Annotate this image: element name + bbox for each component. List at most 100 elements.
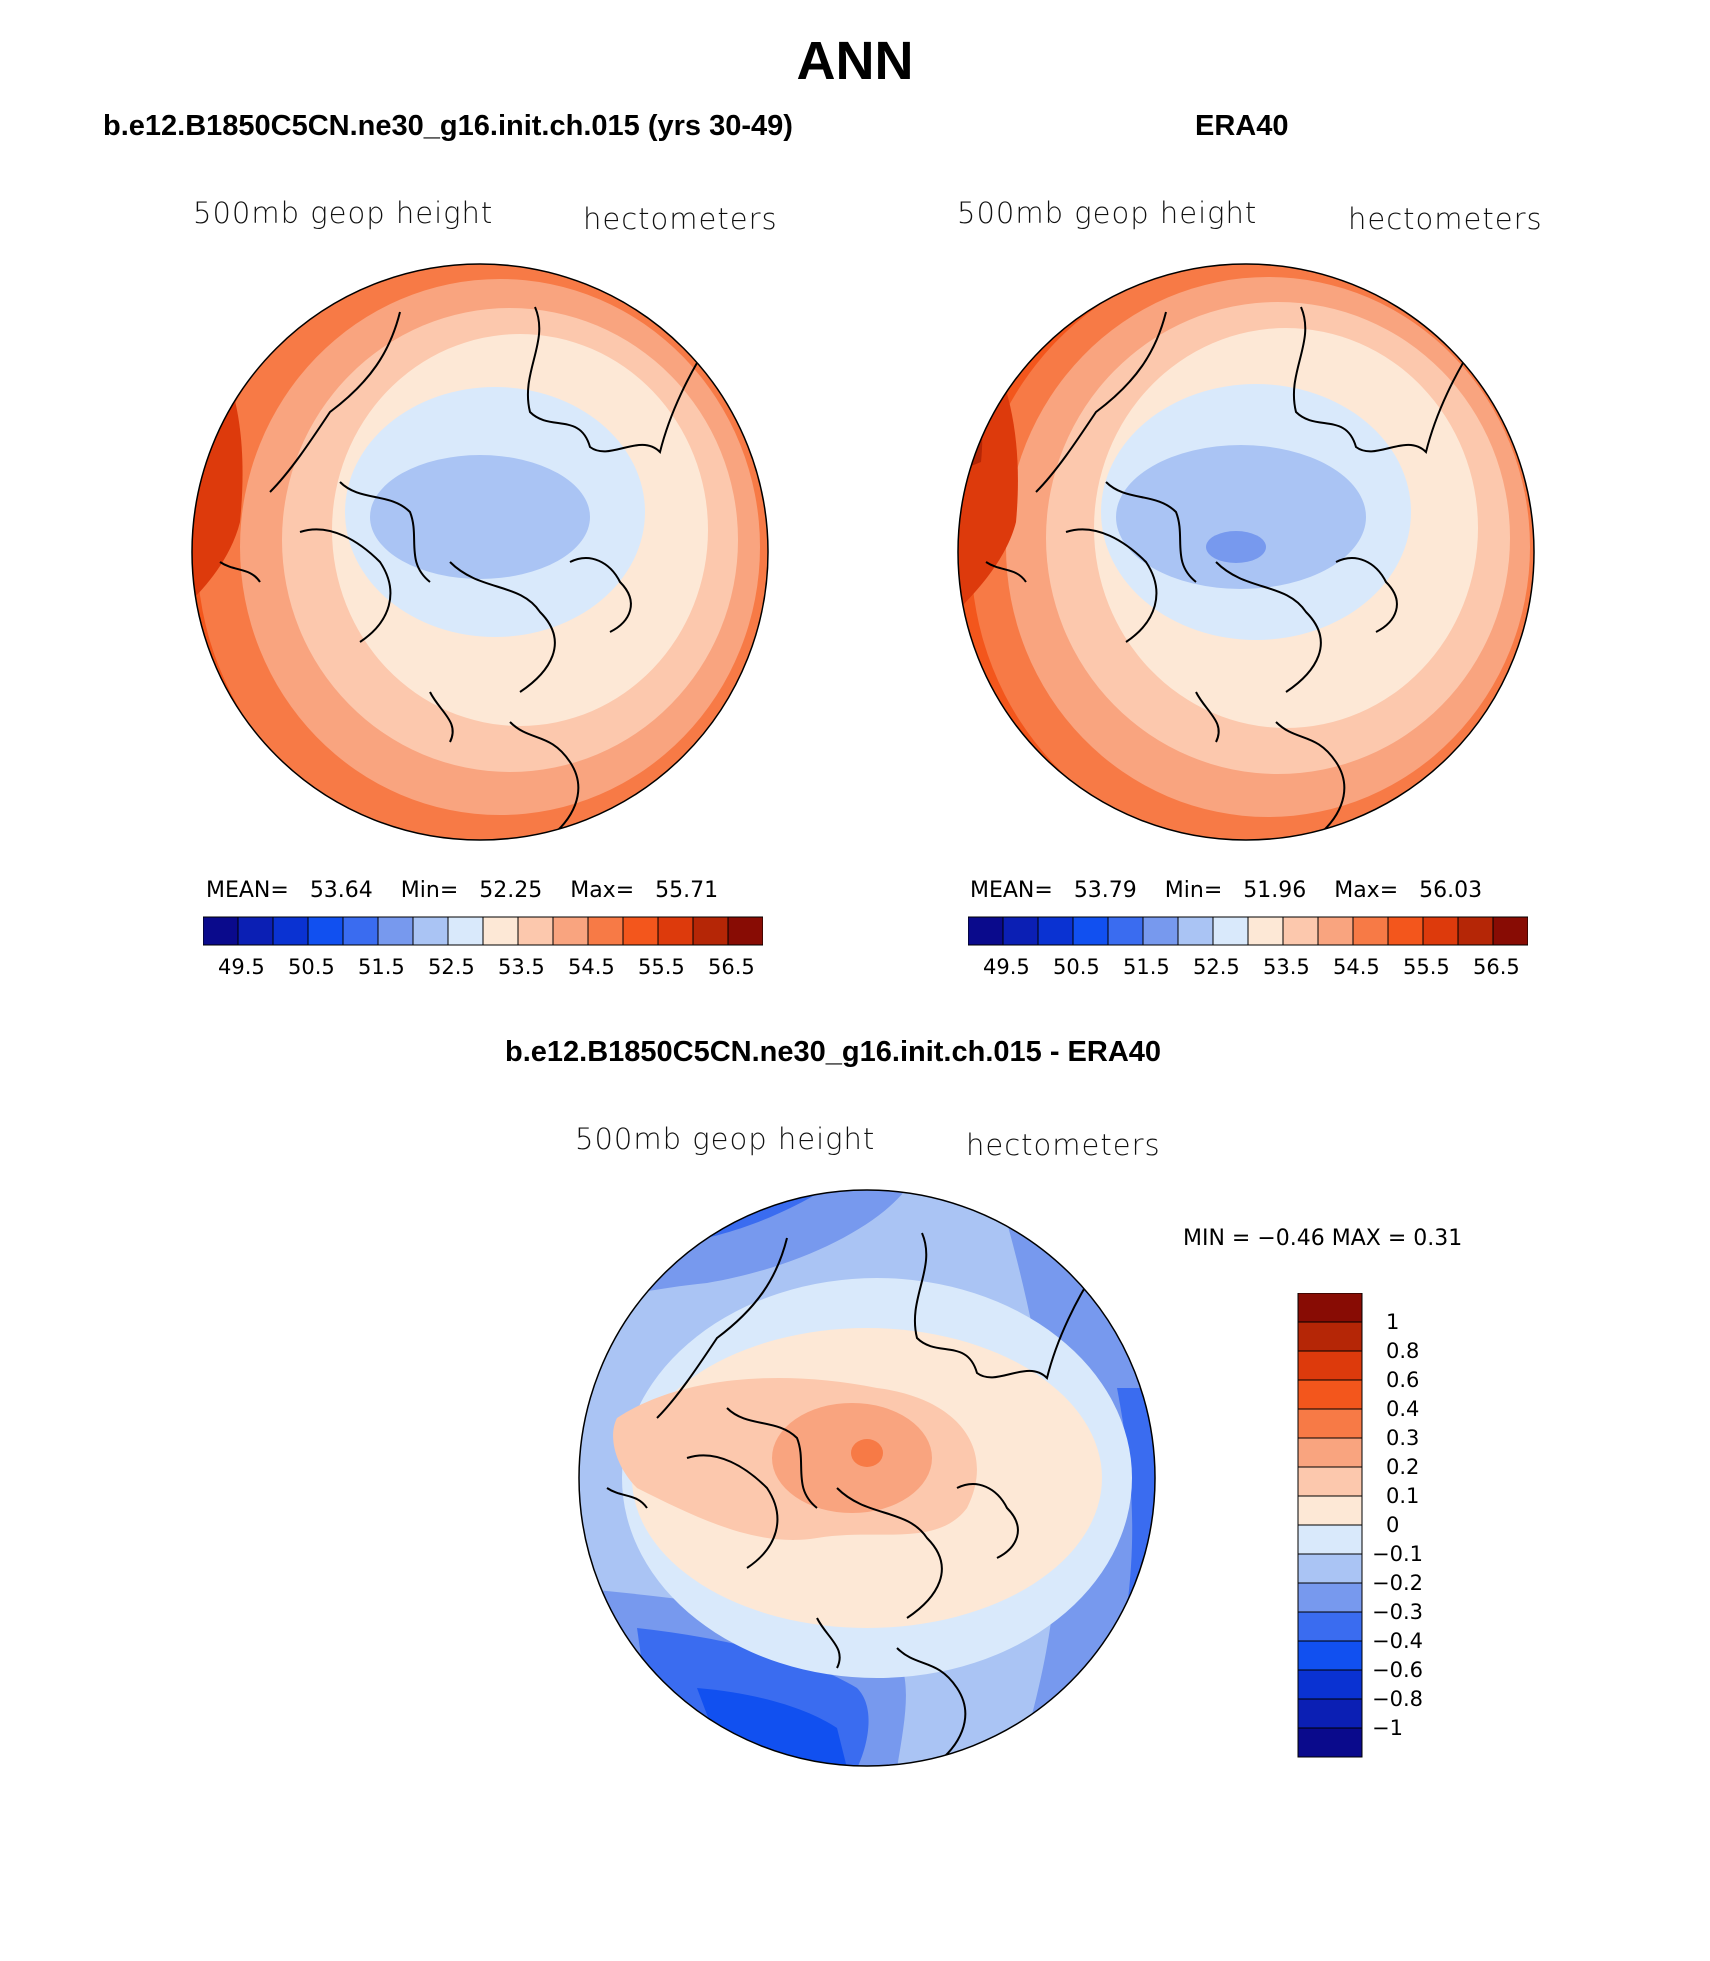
obs-max-label: Max=: [1334, 878, 1399, 903]
model-min-value: 52.25: [479, 878, 543, 903]
diff-colorbar-tick-label: −0.6: [1372, 1658, 1423, 1682]
model-colorbar-tick-label: 54.5: [568, 955, 615, 979]
obs-colorbar-swatch: [1212, 916, 1249, 946]
model-colorbar-tick-label: 50.5: [288, 955, 335, 979]
obs-colorbar-swatch: [1492, 916, 1528, 946]
model-colorbar-swatch: [552, 916, 589, 946]
obs-max-value: 56.03: [1419, 878, 1483, 903]
obs-colorbar-swatch: [1247, 916, 1284, 946]
diff-units-label: hectometers: [966, 1128, 1161, 1162]
obs-colorbar-swatch: [1177, 916, 1214, 946]
diff-colorbar-swatch: [1297, 1640, 1363, 1671]
obs-colorbar-swatch: [1352, 916, 1389, 946]
model-colorbar: [203, 916, 763, 946]
model-colorbar-tick-label: 55.5: [638, 955, 685, 979]
obs-polar-map: [957, 263, 1535, 841]
diff-colorbar-swatch: [1297, 1669, 1363, 1700]
model-colorbar-swatch: [447, 916, 484, 946]
model-panel-title: b.e12.B1850C5CN.ne30_g16.init.ch.015 (yr…: [103, 110, 793, 142]
model-max-value: 55.71: [655, 878, 719, 903]
model-colorbar-swatch: [727, 916, 763, 946]
diff-panel-title: b.e12.B1850C5CN.ne30_g16.init.ch.015 - E…: [505, 1036, 1162, 1068]
model-colorbar-swatch: [203, 916, 239, 946]
diff-range-text: MIN = −0.46 MAX = 0.31: [1183, 1226, 1463, 1251]
obs-colorbar-swatch: [1107, 916, 1144, 946]
model-variable-label: 500mb geop height: [193, 196, 494, 230]
diff-colorbar-tick-label: −0.4: [1372, 1629, 1423, 1653]
obs-colorbar-swatch: [1002, 916, 1039, 946]
model-colorbar-tick-label: 51.5: [358, 955, 405, 979]
model-colorbar-swatch: [517, 916, 554, 946]
diff-colorbar-swatch: [1297, 1582, 1363, 1613]
obs-min-label: Min=: [1164, 878, 1223, 903]
diff-colorbar-swatch: [1297, 1408, 1363, 1439]
diff-colorbar-tick-label: 0.8: [1386, 1339, 1420, 1363]
model-colorbar-tick-label: 56.5: [708, 955, 755, 979]
model-colorbar-swatch: [412, 916, 449, 946]
obs-colorbar-swatch: [1457, 916, 1494, 946]
model-polar-map: [191, 263, 769, 841]
diff-colorbar-swatch: [1297, 1727, 1363, 1758]
figure-title: ANN: [796, 31, 914, 91]
model-colorbar-swatch: [377, 916, 414, 946]
obs-colorbar-swatch: [1072, 916, 1109, 946]
model-colorbar-tick-label: 52.5: [428, 955, 475, 979]
diff-colorbar-swatch: [1297, 1495, 1363, 1526]
obs-colorbar: [968, 916, 1528, 946]
obs-colorbar-tick-label: 49.5: [983, 955, 1030, 979]
diff-colorbar-tick-label: 0.6: [1386, 1368, 1420, 1392]
diff-colorbar-swatch: [1297, 1466, 1363, 1497]
obs-colorbar-tick-label: 54.5: [1333, 955, 1380, 979]
diff-colorbar-tick-label: 0.2: [1386, 1455, 1420, 1479]
obs-colorbar-swatch: [968, 916, 1004, 946]
obs-colorbar-tick-label: 52.5: [1193, 955, 1240, 979]
obs-panel-title: ERA40: [1195, 110, 1289, 142]
model-colorbar-swatch: [622, 916, 659, 946]
obs-min-value: 51.96: [1243, 878, 1307, 903]
diff-colorbar-swatch: [1297, 1379, 1363, 1410]
diff-colorbar-swatch: [1297, 1698, 1363, 1729]
model-min-label: Min=: [400, 878, 459, 903]
model-stats: MEAN= 53.64 Min= 52.25 Max= 55.71: [206, 878, 718, 903]
obs-colorbar-swatch: [1037, 916, 1074, 946]
model-units-label: hectometers: [583, 202, 778, 236]
model-mean-value: 53.64: [309, 878, 373, 903]
diff-colorbar-swatch: [1297, 1611, 1363, 1642]
diff-colorbar-tick-label: −0.2: [1372, 1571, 1423, 1595]
obs-units-label: hectometers: [1348, 202, 1543, 236]
obs-colorbar-labels: 49.5 50.5 51.5 52.5 53.5 54.5 55.5 56.5: [968, 955, 1528, 981]
diff-colorbar-tick-label: 1: [1386, 1310, 1400, 1334]
obs-stats: MEAN= 53.79 Min= 51.96 Max= 56.03: [970, 878, 1482, 903]
obs-mean-label: MEAN=: [970, 878, 1053, 903]
obs-mean-value: 53.79: [1073, 878, 1137, 903]
model-colorbar-labels: 49.5 50.5 51.5 52.5 53.5 54.5 55.5 56.5: [203, 955, 763, 981]
model-mean-label: MEAN=: [206, 878, 289, 903]
model-colorbar-swatch: [692, 916, 729, 946]
diff-variable-label: 500mb geop height: [575, 1122, 876, 1156]
model-colorbar-swatch: [342, 916, 379, 946]
diff-colorbar-labels: 1 0.8 0.6 0.4 0.3 0.2 0.1 0 −0.1 −0.2 −0.3 −0.4 −0.6…: [1372, 1293, 1492, 1758]
model-colorbar-swatch: [482, 916, 519, 946]
model-colorbar-swatch: [657, 916, 694, 946]
diff-colorbar-tick-label: −0.3: [1372, 1600, 1423, 1624]
diff-polar-map: [578, 1189, 1156, 1767]
obs-colorbar-swatch: [1387, 916, 1424, 946]
obs-variable-label: 500mb geop height: [957, 196, 1258, 230]
diff-colorbar-tick-label: 0.3: [1386, 1426, 1420, 1450]
obs-colorbar-tick-label: 55.5: [1403, 955, 1450, 979]
diff-colorbar-swatch: [1297, 1293, 1363, 1323]
obs-colorbar-swatch: [1317, 916, 1354, 946]
obs-colorbar-tick-label: 56.5: [1473, 955, 1520, 979]
model-colorbar-swatch: [587, 916, 624, 946]
diff-colorbar-tick-label: −1: [1372, 1716, 1403, 1740]
obs-colorbar-swatch: [1282, 916, 1319, 946]
obs-colorbar-swatch: [1422, 916, 1459, 946]
obs-colorbar-swatch: [1142, 916, 1179, 946]
diff-colorbar-swatch: [1297, 1437, 1363, 1468]
diff-colorbar-swatch: [1297, 1350, 1363, 1381]
diff-colorbar-tick-label: 0.4: [1386, 1397, 1420, 1421]
model-colorbar-swatch: [307, 916, 344, 946]
model-colorbar-tick-label: 53.5: [498, 955, 545, 979]
model-colorbar-tick-label: 49.5: [218, 955, 265, 979]
diff-colorbar-tick-label: −0.8: [1372, 1687, 1423, 1711]
